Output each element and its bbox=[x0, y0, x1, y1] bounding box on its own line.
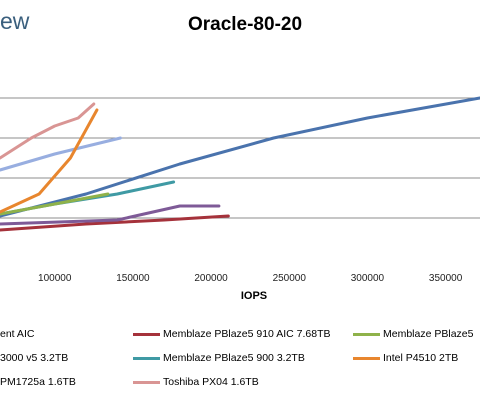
x-tick-label: 250000 bbox=[273, 273, 307, 284]
series-line-7 bbox=[0, 102, 96, 160]
x-tick-labels: 100000 150000 200000 250000 300000 350000 bbox=[38, 273, 463, 284]
logo-text: ew bbox=[0, 8, 30, 34]
series-line-2 bbox=[0, 214, 230, 232]
series-lines bbox=[0, 96, 480, 232]
series-line-5 bbox=[0, 136, 122, 172]
x-tick-label: 200000 bbox=[194, 273, 228, 284]
series-line-4 bbox=[0, 192, 110, 216]
x-tick-label: 350000 bbox=[429, 273, 463, 284]
x-tick-label: 100000 bbox=[38, 273, 72, 284]
x-tick-label: 300000 bbox=[351, 273, 385, 284]
x-tick-label: 150000 bbox=[116, 273, 150, 284]
series-line-3 bbox=[0, 204, 221, 226]
chart-title: Oracle-80-20 bbox=[187, 14, 303, 35]
series-line-0 bbox=[0, 96, 480, 218]
x-axis-label: IOPS bbox=[240, 290, 268, 302]
series-line-6 bbox=[0, 108, 99, 214]
